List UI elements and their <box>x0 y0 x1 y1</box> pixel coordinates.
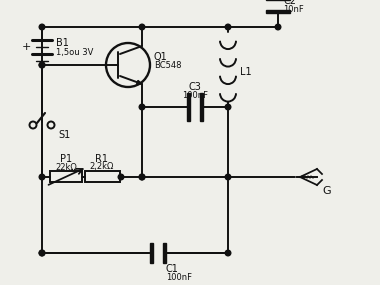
Circle shape <box>225 250 231 256</box>
Circle shape <box>139 104 145 110</box>
Bar <box>50 171 82 182</box>
Circle shape <box>118 174 124 180</box>
Text: 100nF: 100nF <box>182 91 208 99</box>
Circle shape <box>225 24 231 30</box>
Polygon shape <box>150 243 153 263</box>
Text: C2: C2 <box>283 0 296 6</box>
Text: G: G <box>323 186 331 196</box>
Polygon shape <box>187 93 190 121</box>
Text: L1: L1 <box>240 67 252 77</box>
Circle shape <box>139 24 145 30</box>
Circle shape <box>275 24 281 30</box>
Text: BC548: BC548 <box>154 62 182 70</box>
Polygon shape <box>137 80 142 84</box>
Polygon shape <box>200 93 203 121</box>
Circle shape <box>39 62 45 68</box>
Circle shape <box>139 174 145 180</box>
Text: 10nF: 10nF <box>283 5 304 15</box>
Circle shape <box>39 24 45 30</box>
Circle shape <box>225 174 231 180</box>
Text: 100nF: 100nF <box>166 274 192 282</box>
Text: P1: P1 <box>60 154 72 164</box>
Text: S1: S1 <box>58 130 70 140</box>
Polygon shape <box>266 10 290 13</box>
Text: B1: B1 <box>56 38 69 48</box>
Circle shape <box>39 62 45 68</box>
Text: C3: C3 <box>188 82 201 92</box>
Text: Q1: Q1 <box>154 52 168 62</box>
Circle shape <box>39 174 45 180</box>
Circle shape <box>225 104 231 110</box>
Text: 1,5ou 3V: 1,5ou 3V <box>56 48 93 58</box>
Text: +: + <box>21 42 31 52</box>
Text: R1: R1 <box>95 154 109 164</box>
Circle shape <box>39 250 45 256</box>
Bar <box>85 171 120 182</box>
Polygon shape <box>163 243 166 263</box>
Circle shape <box>139 174 145 180</box>
Text: 2,2kΩ: 2,2kΩ <box>90 162 114 172</box>
Text: 22kΩ: 22kΩ <box>55 162 77 172</box>
Circle shape <box>39 250 45 256</box>
Text: C1: C1 <box>166 264 179 274</box>
